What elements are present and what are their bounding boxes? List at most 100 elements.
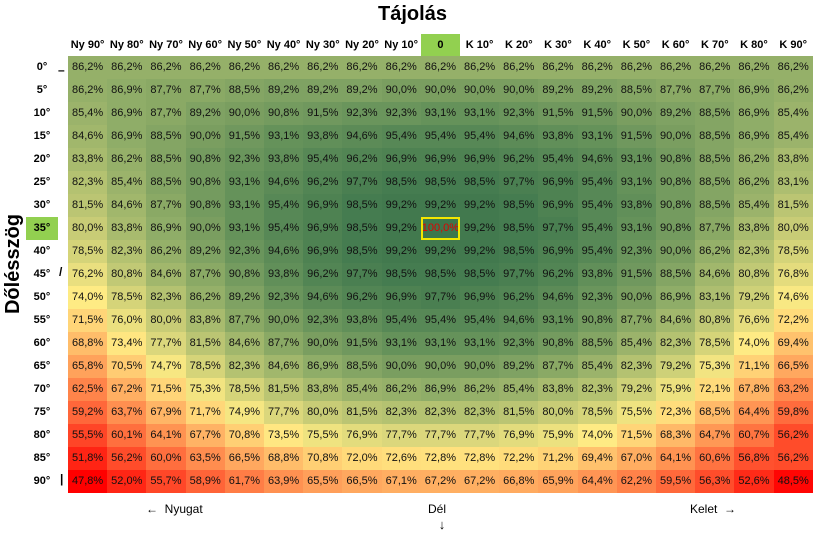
heatmap-cell: 87,7% bbox=[185, 79, 225, 102]
heatmap-cell: 60,1% bbox=[107, 424, 147, 447]
heatmap-cell: 87,7% bbox=[146, 102, 186, 125]
heatmap-cell: 76,9% bbox=[342, 424, 382, 447]
heatmap-cell: 82,3% bbox=[68, 171, 108, 194]
heatmap-cell: 83,8% bbox=[68, 148, 108, 171]
heatmap-cell: 64,1% bbox=[656, 447, 696, 470]
heatmap-cell: 80,8% bbox=[695, 309, 735, 332]
tilt-mark-vertical: | bbox=[60, 472, 64, 486]
heatmap-cell: 90,0% bbox=[499, 79, 539, 102]
heatmap-cell: 93,8% bbox=[616, 194, 656, 217]
heatmap-cell: 83,8% bbox=[185, 309, 225, 332]
heatmap-cell: 89,2% bbox=[656, 102, 696, 125]
heatmap-cell: 86,2% bbox=[734, 56, 774, 79]
heatmap-cell: 86,9% bbox=[146, 217, 186, 240]
heatmap-cell: 92,3% bbox=[303, 309, 343, 332]
heatmap-cell: 96,2% bbox=[303, 263, 343, 286]
heatmap-cell: 90,0% bbox=[185, 125, 225, 148]
heatmap-cell: 72,6% bbox=[381, 447, 421, 470]
right-arrow-icon: → bbox=[724, 502, 737, 516]
heatmap-cell: 74,7% bbox=[146, 355, 186, 378]
heatmap-cell: 71,5% bbox=[68, 309, 108, 332]
heatmap-cell: 74,0% bbox=[68, 286, 108, 309]
heatmap-cell: 69,4% bbox=[577, 447, 617, 470]
heatmap-cell: 86,2% bbox=[734, 148, 774, 171]
heatmap-cell: 95,4% bbox=[460, 309, 500, 332]
heatmap-cell: 93,1% bbox=[381, 332, 421, 355]
row-header: 55° bbox=[33, 314, 51, 326]
heatmap-cell: 81,5% bbox=[499, 401, 539, 424]
heatmap-cell: 56,3% bbox=[695, 470, 735, 493]
heatmap-cell: 95,4% bbox=[577, 171, 617, 194]
heatmap-cell: 66,5% bbox=[342, 470, 382, 493]
heatmap-cell: 96,9% bbox=[303, 240, 343, 263]
footer-south-label: Dél bbox=[428, 502, 447, 516]
heatmap-cell: 83,1% bbox=[695, 286, 735, 309]
column-header: Ny 10° bbox=[384, 39, 419, 51]
heatmap-cell: 77,7% bbox=[420, 424, 460, 447]
heatmap-cell: 85,4% bbox=[734, 194, 774, 217]
heatmap-cell: 78,5% bbox=[107, 286, 147, 309]
heatmap-cell: 81,5% bbox=[68, 194, 108, 217]
heatmap-cell: 92,3% bbox=[224, 240, 264, 263]
heatmap-cell: 75,9% bbox=[538, 424, 578, 447]
heatmap-cell: 87,7% bbox=[538, 355, 578, 378]
heatmap-cell: 78,5% bbox=[695, 332, 735, 355]
column-header: Ny 30° bbox=[305, 39, 340, 51]
heatmap-cell: 86,2% bbox=[68, 56, 108, 79]
heatmap-cell: 86,2% bbox=[146, 240, 186, 263]
column-header: K 70° bbox=[700, 39, 729, 51]
heatmap-cell: 88,5% bbox=[695, 148, 735, 171]
row-header: 65° bbox=[33, 360, 51, 372]
heatmap-cell: 90,0% bbox=[420, 79, 460, 102]
heatmap-cell: 93,8% bbox=[577, 263, 617, 286]
heatmap-cell: 91,5% bbox=[224, 125, 264, 148]
heatmap-cell: 84,6% bbox=[656, 309, 696, 332]
row-header: 20° bbox=[33, 153, 51, 165]
heatmap-cell: 66,8% bbox=[499, 470, 539, 493]
heatmap-cell: 88,5% bbox=[695, 125, 735, 148]
heatmap-cell: 89,2% bbox=[499, 355, 539, 378]
heatmap-cell: 96,2% bbox=[303, 171, 343, 194]
column-header: 0 bbox=[420, 34, 460, 56]
heatmap-cell: 93,1% bbox=[538, 309, 578, 332]
heatmap-cell: 86,2% bbox=[538, 56, 578, 79]
heatmap-cell: 59,2% bbox=[68, 401, 108, 424]
heatmap-cell: 95,4% bbox=[264, 217, 304, 240]
heatmap-cell: 93,1% bbox=[577, 125, 617, 148]
heatmap-cell: 94,6% bbox=[342, 125, 382, 148]
heatmap-cell: 78,5% bbox=[68, 240, 108, 263]
heatmap-cell: 99,2% bbox=[381, 194, 421, 217]
max-cell: 100,0% bbox=[420, 217, 460, 240]
heatmap-cell: 69,4% bbox=[773, 332, 813, 355]
heatmap-cell: 94,6% bbox=[499, 125, 539, 148]
heatmap-cell: 83,8% bbox=[773, 148, 813, 171]
heatmap-cell: 56,8% bbox=[734, 447, 774, 470]
heatmap-cell: 90,0% bbox=[656, 240, 696, 263]
heatmap-cell: 79,2% bbox=[616, 378, 656, 401]
row-header: 25° bbox=[33, 176, 51, 188]
heatmap-cell: 63,7% bbox=[107, 401, 147, 424]
heatmap-cell: 71,2% bbox=[538, 447, 578, 470]
heatmap-cell: 84,6% bbox=[107, 194, 147, 217]
heatmap-cell: 83,1% bbox=[773, 171, 813, 194]
heatmap-cell: 60,0% bbox=[146, 447, 186, 470]
heatmap-cell: 86,2% bbox=[695, 240, 735, 263]
heatmap-cell: 96,2% bbox=[499, 148, 539, 171]
heatmap-cell: 98,5% bbox=[342, 240, 382, 263]
heatmap-cell: 85,4% bbox=[499, 378, 539, 401]
heatmap-cell: 80,0% bbox=[146, 309, 186, 332]
row-header: 80° bbox=[33, 429, 51, 441]
heatmap-cell: 67,2% bbox=[420, 470, 460, 493]
heatmap-cell: 52,0% bbox=[107, 470, 147, 493]
heatmap-cell: 96,9% bbox=[538, 194, 578, 217]
heatmap-cell: 92,3% bbox=[616, 240, 656, 263]
heatmap-cell: 72,3% bbox=[656, 401, 696, 424]
heatmap-cell: 60,7% bbox=[734, 424, 774, 447]
heatmap-cell: 99,2% bbox=[460, 240, 500, 263]
heatmap-cell: 90,0% bbox=[264, 309, 304, 332]
heatmap-cell: 86,2% bbox=[773, 56, 813, 79]
row-header: 5° bbox=[36, 84, 48, 96]
heatmap-cell: 72,8% bbox=[460, 447, 500, 470]
heatmap-cell: 59,5% bbox=[656, 470, 696, 493]
heatmap-cell: 87,7% bbox=[616, 309, 656, 332]
